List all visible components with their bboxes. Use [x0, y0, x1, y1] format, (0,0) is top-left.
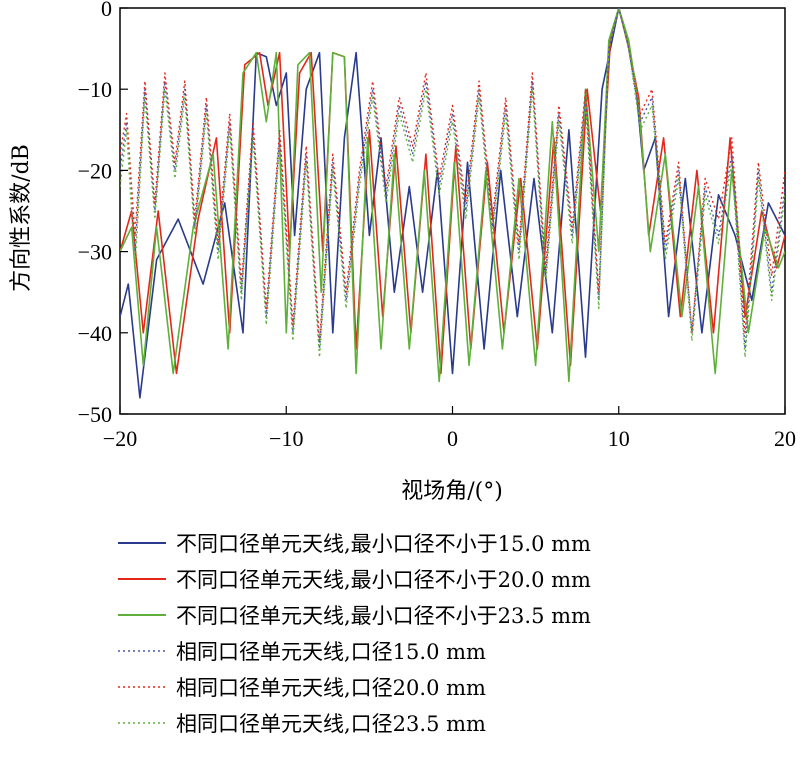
series-line-6 — [120, 8, 785, 358]
y-tick-label: −40 — [78, 321, 112, 346]
x-tick-label: 10 — [608, 426, 630, 451]
tick-layer: −20 −10 0 10 20 0 −10 −20 −30 −40 −50 — [78, 0, 796, 451]
y-tick-label: −20 — [78, 158, 112, 183]
legend: 不同口径单元天线,最小口径不小于15.0 mm 不同口径单元天线,最小口径不小于2… — [118, 532, 591, 736]
legend-label: 不同口径单元天线,最小口径不小于20.0 mm — [176, 568, 591, 592]
x-axis-title: 视场角/(°) — [401, 479, 503, 504]
legend-label: 不同口径单元天线,最小口径不小于23.5 mm — [176, 604, 591, 628]
y-tick-label: −10 — [78, 77, 112, 102]
legend-label: 相同口径单元天线,口径15.0 mm — [176, 640, 486, 664]
legend-label: 相同口径单元天线,口径23.5 mm — [176, 712, 486, 736]
series-line-5 — [120, 8, 785, 342]
series-line-2 — [120, 8, 785, 375]
legend-label: 相同口径单元天线,口径20.0 mm — [176, 676, 486, 700]
y-tick-label: 0 — [101, 0, 112, 21]
y-tick-label: −50 — [78, 402, 112, 427]
x-tick-label: 0 — [447, 426, 458, 451]
plot-area — [119, 7, 786, 415]
series-line-1 — [120, 8, 785, 399]
series-line-3 — [120, 8, 785, 383]
legend-label: 不同口径单元天线,最小口径不小于15.0 mm — [176, 532, 591, 556]
x-tick-label: 20 — [774, 426, 796, 451]
y-axis-title: 方向性系数/dB — [9, 144, 34, 292]
y-tick-label: −30 — [78, 240, 112, 265]
x-tick-label: −10 — [269, 426, 303, 451]
x-tick-label: −20 — [103, 426, 137, 451]
series-layer — [120, 8, 785, 399]
